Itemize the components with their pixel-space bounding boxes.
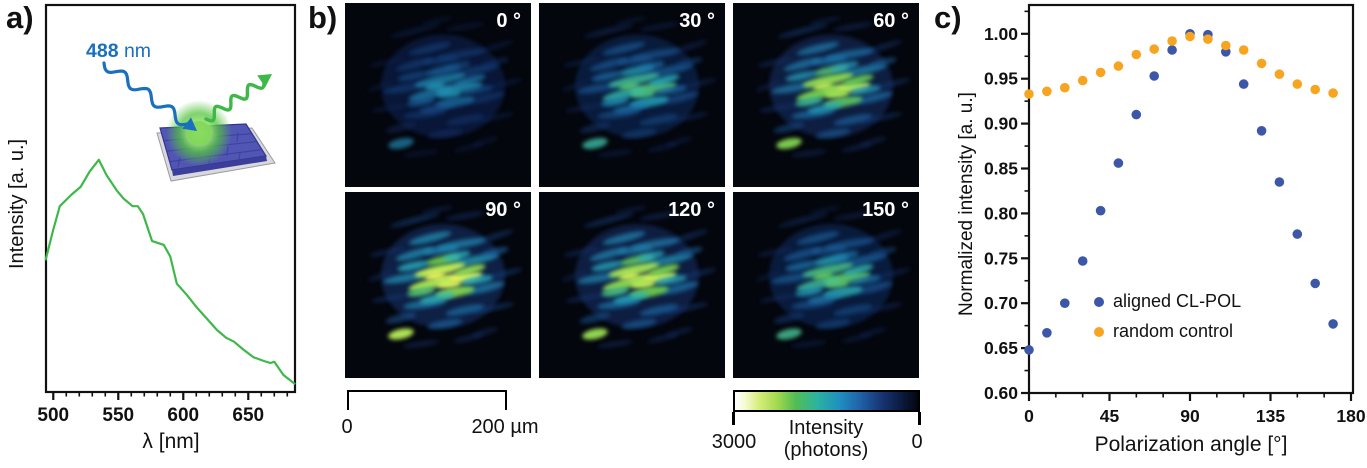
microscopy-image xyxy=(733,192,919,378)
scale-bar-start-label: 0 xyxy=(341,416,353,438)
svg-text:0.80: 0.80 xyxy=(984,203,1018,223)
colorbar-left-tick xyxy=(732,412,735,425)
spectrum-x-axis-label: λ [nm] xyxy=(142,430,200,453)
svg-text:0.90: 0.90 xyxy=(984,114,1018,134)
colorbar-title-line2: (photons) xyxy=(783,439,869,461)
microscopy-image xyxy=(733,3,919,187)
polarization-angle-label: 90 ° xyxy=(485,199,521,221)
svg-text:0.60: 0.60 xyxy=(984,383,1018,403)
microscopy-image xyxy=(539,192,725,378)
svg-text:135: 135 xyxy=(1256,406,1285,426)
polarization-image-tile: 120 ° xyxy=(539,192,725,378)
microscopy-image xyxy=(345,3,531,187)
svg-text:45: 45 xyxy=(1100,406,1120,426)
legend-item-random: random control xyxy=(1094,321,1233,342)
polarization-angle-label: 30 ° xyxy=(679,10,715,32)
svg-text:0.75: 0.75 xyxy=(984,248,1018,268)
scatter-x-axis-label: Polarization angle [°] xyxy=(1094,433,1288,456)
svg-text:1.00: 1.00 xyxy=(984,24,1018,44)
scatter-y-axis-label: Normalized intensity [a. u.] xyxy=(956,92,977,316)
colorbar-right-tick xyxy=(918,412,921,425)
sample-illustration xyxy=(102,61,276,182)
svg-text:550: 550 xyxy=(102,405,134,426)
svg-text:650: 650 xyxy=(232,405,264,426)
svg-text:0.85: 0.85 xyxy=(984,159,1018,179)
panel-a-letter: a) xyxy=(6,0,34,35)
random-series-label: random control xyxy=(1113,321,1234,341)
excitation-value: 488 xyxy=(86,40,119,62)
random-series-marker xyxy=(1094,326,1104,337)
svg-text:0.70: 0.70 xyxy=(984,293,1018,313)
svg-text:0: 0 xyxy=(1024,406,1034,426)
colorbar-min-label: 0 xyxy=(911,431,923,453)
polarization-angle-label: 120 ° xyxy=(668,199,715,221)
scale-bar xyxy=(347,390,507,410)
excitation-unit: nm xyxy=(118,40,152,62)
panel-b-letter: b) xyxy=(308,0,338,35)
polarization-image-tile: 30 ° xyxy=(539,3,725,187)
svg-text:0.65: 0.65 xyxy=(984,338,1018,358)
intensity-colorbar xyxy=(733,390,920,412)
scale-bar-end-label: 200 µm xyxy=(471,416,539,438)
colorbar-title-line1: Intensity xyxy=(788,417,864,439)
svg-text:600: 600 xyxy=(167,405,199,426)
aligned-series-label: aligned CL-POL xyxy=(1113,291,1242,311)
excitation-wavelength-label: 488 nm xyxy=(86,40,151,63)
microscopy-image xyxy=(345,192,531,378)
polarization-image-tile: 60 ° xyxy=(733,3,919,187)
polarization-angle-label: 0 ° xyxy=(496,10,521,32)
polarization-angle-label: 60 ° xyxy=(873,10,909,32)
colorbar-max-label: 3000 xyxy=(711,431,757,453)
svg-text:500: 500 xyxy=(37,405,69,426)
panel-c-letter: c) xyxy=(934,0,962,35)
polarization-image-tile: 150 ° xyxy=(733,192,919,378)
svg-text:0.95: 0.95 xyxy=(984,69,1018,89)
legend-item-aligned: aligned CL-POL xyxy=(1094,291,1241,312)
svg-text:180: 180 xyxy=(1336,406,1365,426)
polarization-image-tile: 90 ° xyxy=(345,192,531,378)
polarization-image-tile: 0 ° xyxy=(345,3,531,187)
microscopy-image xyxy=(539,3,725,187)
svg-text:90: 90 xyxy=(1180,406,1200,426)
aligned-series-marker xyxy=(1094,296,1104,307)
polarization-angle-label: 150 ° xyxy=(862,199,909,221)
spectrum-y-axis-label: Intensity [a. u.] xyxy=(6,138,28,269)
